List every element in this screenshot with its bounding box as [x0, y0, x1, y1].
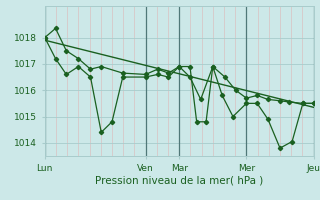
X-axis label: Pression niveau de la mer( hPa ): Pression niveau de la mer( hPa )	[95, 175, 263, 185]
